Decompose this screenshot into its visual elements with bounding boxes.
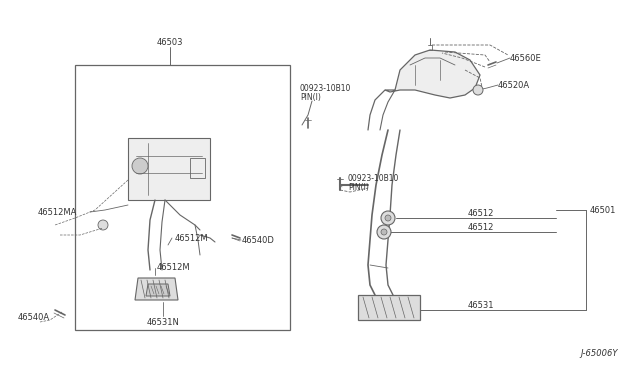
Circle shape: [385, 215, 391, 221]
Text: 46540A: 46540A: [18, 314, 50, 323]
Polygon shape: [146, 284, 170, 296]
Text: 00923-10B10: 00923-10B10: [300, 83, 351, 93]
Text: PIN(I): PIN(I): [348, 183, 369, 192]
Text: 46512MA: 46512MA: [38, 208, 77, 217]
Text: 46540D: 46540D: [242, 235, 275, 244]
Circle shape: [132, 158, 148, 174]
Polygon shape: [135, 278, 178, 300]
Bar: [190, 158, 205, 178]
Text: 46503: 46503: [157, 38, 183, 46]
Text: J-65006Y: J-65006Y: [580, 349, 618, 358]
Text: 46512: 46512: [468, 208, 494, 218]
Bar: [75, 65, 290, 330]
Text: PIN(I): PIN(I): [300, 93, 321, 102]
Text: 46520A: 46520A: [498, 80, 530, 90]
Bar: [358, 295, 420, 320]
Text: 00923-10B10: 00923-10B10: [348, 173, 399, 183]
Circle shape: [381, 229, 387, 235]
Circle shape: [381, 211, 395, 225]
Text: 46560E: 46560E: [510, 54, 541, 62]
Circle shape: [98, 220, 108, 230]
Circle shape: [473, 85, 483, 95]
Circle shape: [377, 225, 391, 239]
Bar: [128, 138, 210, 200]
Text: 46531: 46531: [468, 301, 495, 310]
Text: 46512: 46512: [468, 222, 494, 231]
Text: 46531N: 46531N: [147, 318, 179, 327]
Text: 46512M: 46512M: [175, 234, 209, 243]
Text: 46501: 46501: [590, 205, 616, 215]
Polygon shape: [385, 50, 480, 98]
Text: 46512M: 46512M: [157, 263, 191, 273]
